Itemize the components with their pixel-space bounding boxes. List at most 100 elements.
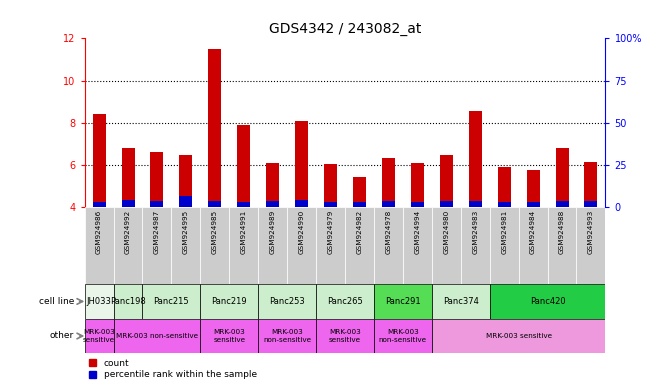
- Bar: [555, 201, 568, 207]
- Bar: [85, 319, 113, 353]
- Bar: [374, 284, 432, 319]
- Bar: [461, 207, 490, 284]
- Text: cell line: cell line: [39, 297, 74, 306]
- Text: Panc219: Panc219: [212, 297, 247, 306]
- Bar: [497, 202, 510, 207]
- Legend: count, percentile rank within the sample: count, percentile rank within the sample: [89, 359, 256, 379]
- Bar: [287, 207, 316, 284]
- Bar: [497, 167, 510, 207]
- Bar: [122, 200, 135, 207]
- Bar: [577, 207, 605, 284]
- Text: GSM924987: GSM924987: [154, 210, 160, 254]
- Bar: [143, 207, 171, 284]
- Text: Panc253: Panc253: [270, 297, 305, 306]
- Text: Panc291: Panc291: [385, 297, 421, 306]
- Bar: [85, 284, 113, 319]
- Bar: [432, 207, 461, 284]
- Bar: [143, 284, 201, 319]
- Bar: [258, 284, 316, 319]
- Text: GSM924986: GSM924986: [96, 210, 102, 254]
- Bar: [527, 202, 540, 207]
- Text: MRK-003
sensitive: MRK-003 sensitive: [83, 329, 115, 343]
- Bar: [122, 148, 135, 207]
- Bar: [208, 49, 221, 207]
- Text: other: other: [50, 331, 74, 341]
- Text: GSM924992: GSM924992: [125, 210, 131, 254]
- Text: Panc215: Panc215: [154, 297, 189, 306]
- Text: GSM924989: GSM924989: [270, 210, 275, 254]
- Bar: [208, 201, 221, 207]
- Bar: [469, 201, 482, 207]
- Bar: [585, 201, 598, 207]
- Bar: [180, 154, 193, 207]
- Text: GSM924993: GSM924993: [588, 210, 594, 254]
- Bar: [382, 158, 395, 207]
- Text: GSM924979: GSM924979: [327, 210, 333, 254]
- Text: Panc374: Panc374: [443, 297, 478, 306]
- Bar: [258, 207, 287, 284]
- Text: GSM924991: GSM924991: [241, 210, 247, 254]
- Bar: [266, 163, 279, 207]
- Text: GSM924978: GSM924978: [385, 210, 391, 254]
- Text: GSM924982: GSM924982: [357, 210, 363, 254]
- Bar: [180, 196, 193, 207]
- Bar: [345, 207, 374, 284]
- Bar: [374, 319, 432, 353]
- Text: MRK-003 sensitive: MRK-003 sensitive: [486, 333, 551, 339]
- Bar: [237, 125, 250, 207]
- Bar: [374, 207, 403, 284]
- Bar: [113, 207, 143, 284]
- Bar: [113, 284, 143, 319]
- Bar: [469, 111, 482, 207]
- Text: MRK-003
non-sensitive: MRK-003 non-sensitive: [263, 329, 311, 343]
- Text: GSM924995: GSM924995: [183, 210, 189, 254]
- Bar: [555, 148, 568, 207]
- Bar: [440, 201, 453, 207]
- Bar: [585, 162, 598, 207]
- Text: MRK-003
sensitive: MRK-003 sensitive: [329, 329, 361, 343]
- Bar: [316, 319, 374, 353]
- Bar: [527, 170, 540, 207]
- Bar: [258, 319, 316, 353]
- Bar: [316, 207, 345, 284]
- Bar: [324, 164, 337, 207]
- Bar: [353, 177, 366, 207]
- Text: GSM924985: GSM924985: [212, 210, 218, 254]
- Bar: [440, 154, 453, 207]
- Bar: [150, 201, 163, 207]
- Text: GSM924981: GSM924981: [501, 210, 507, 254]
- Bar: [295, 200, 308, 207]
- Bar: [229, 207, 258, 284]
- Text: GSM924984: GSM924984: [530, 210, 536, 254]
- Bar: [547, 207, 577, 284]
- Bar: [150, 152, 163, 207]
- Bar: [490, 284, 605, 319]
- Bar: [113, 319, 201, 353]
- Bar: [411, 163, 424, 207]
- Bar: [411, 202, 424, 207]
- Text: Panc265: Panc265: [327, 297, 363, 306]
- Bar: [92, 202, 105, 207]
- Bar: [171, 207, 201, 284]
- Text: MRK-003
sensitive: MRK-003 sensitive: [214, 329, 245, 343]
- Bar: [237, 202, 250, 207]
- Bar: [403, 207, 432, 284]
- Bar: [201, 319, 258, 353]
- Bar: [490, 207, 519, 284]
- Bar: [316, 284, 374, 319]
- Text: GSM924980: GSM924980: [443, 210, 449, 254]
- Bar: [295, 121, 308, 207]
- Text: GSM924983: GSM924983: [472, 210, 478, 254]
- Bar: [85, 207, 113, 284]
- Text: GSM924988: GSM924988: [559, 210, 565, 254]
- Bar: [519, 207, 547, 284]
- Text: GSM924990: GSM924990: [299, 210, 305, 254]
- Bar: [92, 114, 105, 207]
- Bar: [201, 207, 229, 284]
- Bar: [382, 201, 395, 207]
- Bar: [353, 202, 366, 207]
- Bar: [432, 319, 605, 353]
- Text: JH033: JH033: [87, 297, 111, 306]
- Text: GSM924994: GSM924994: [415, 210, 421, 254]
- Bar: [324, 202, 337, 207]
